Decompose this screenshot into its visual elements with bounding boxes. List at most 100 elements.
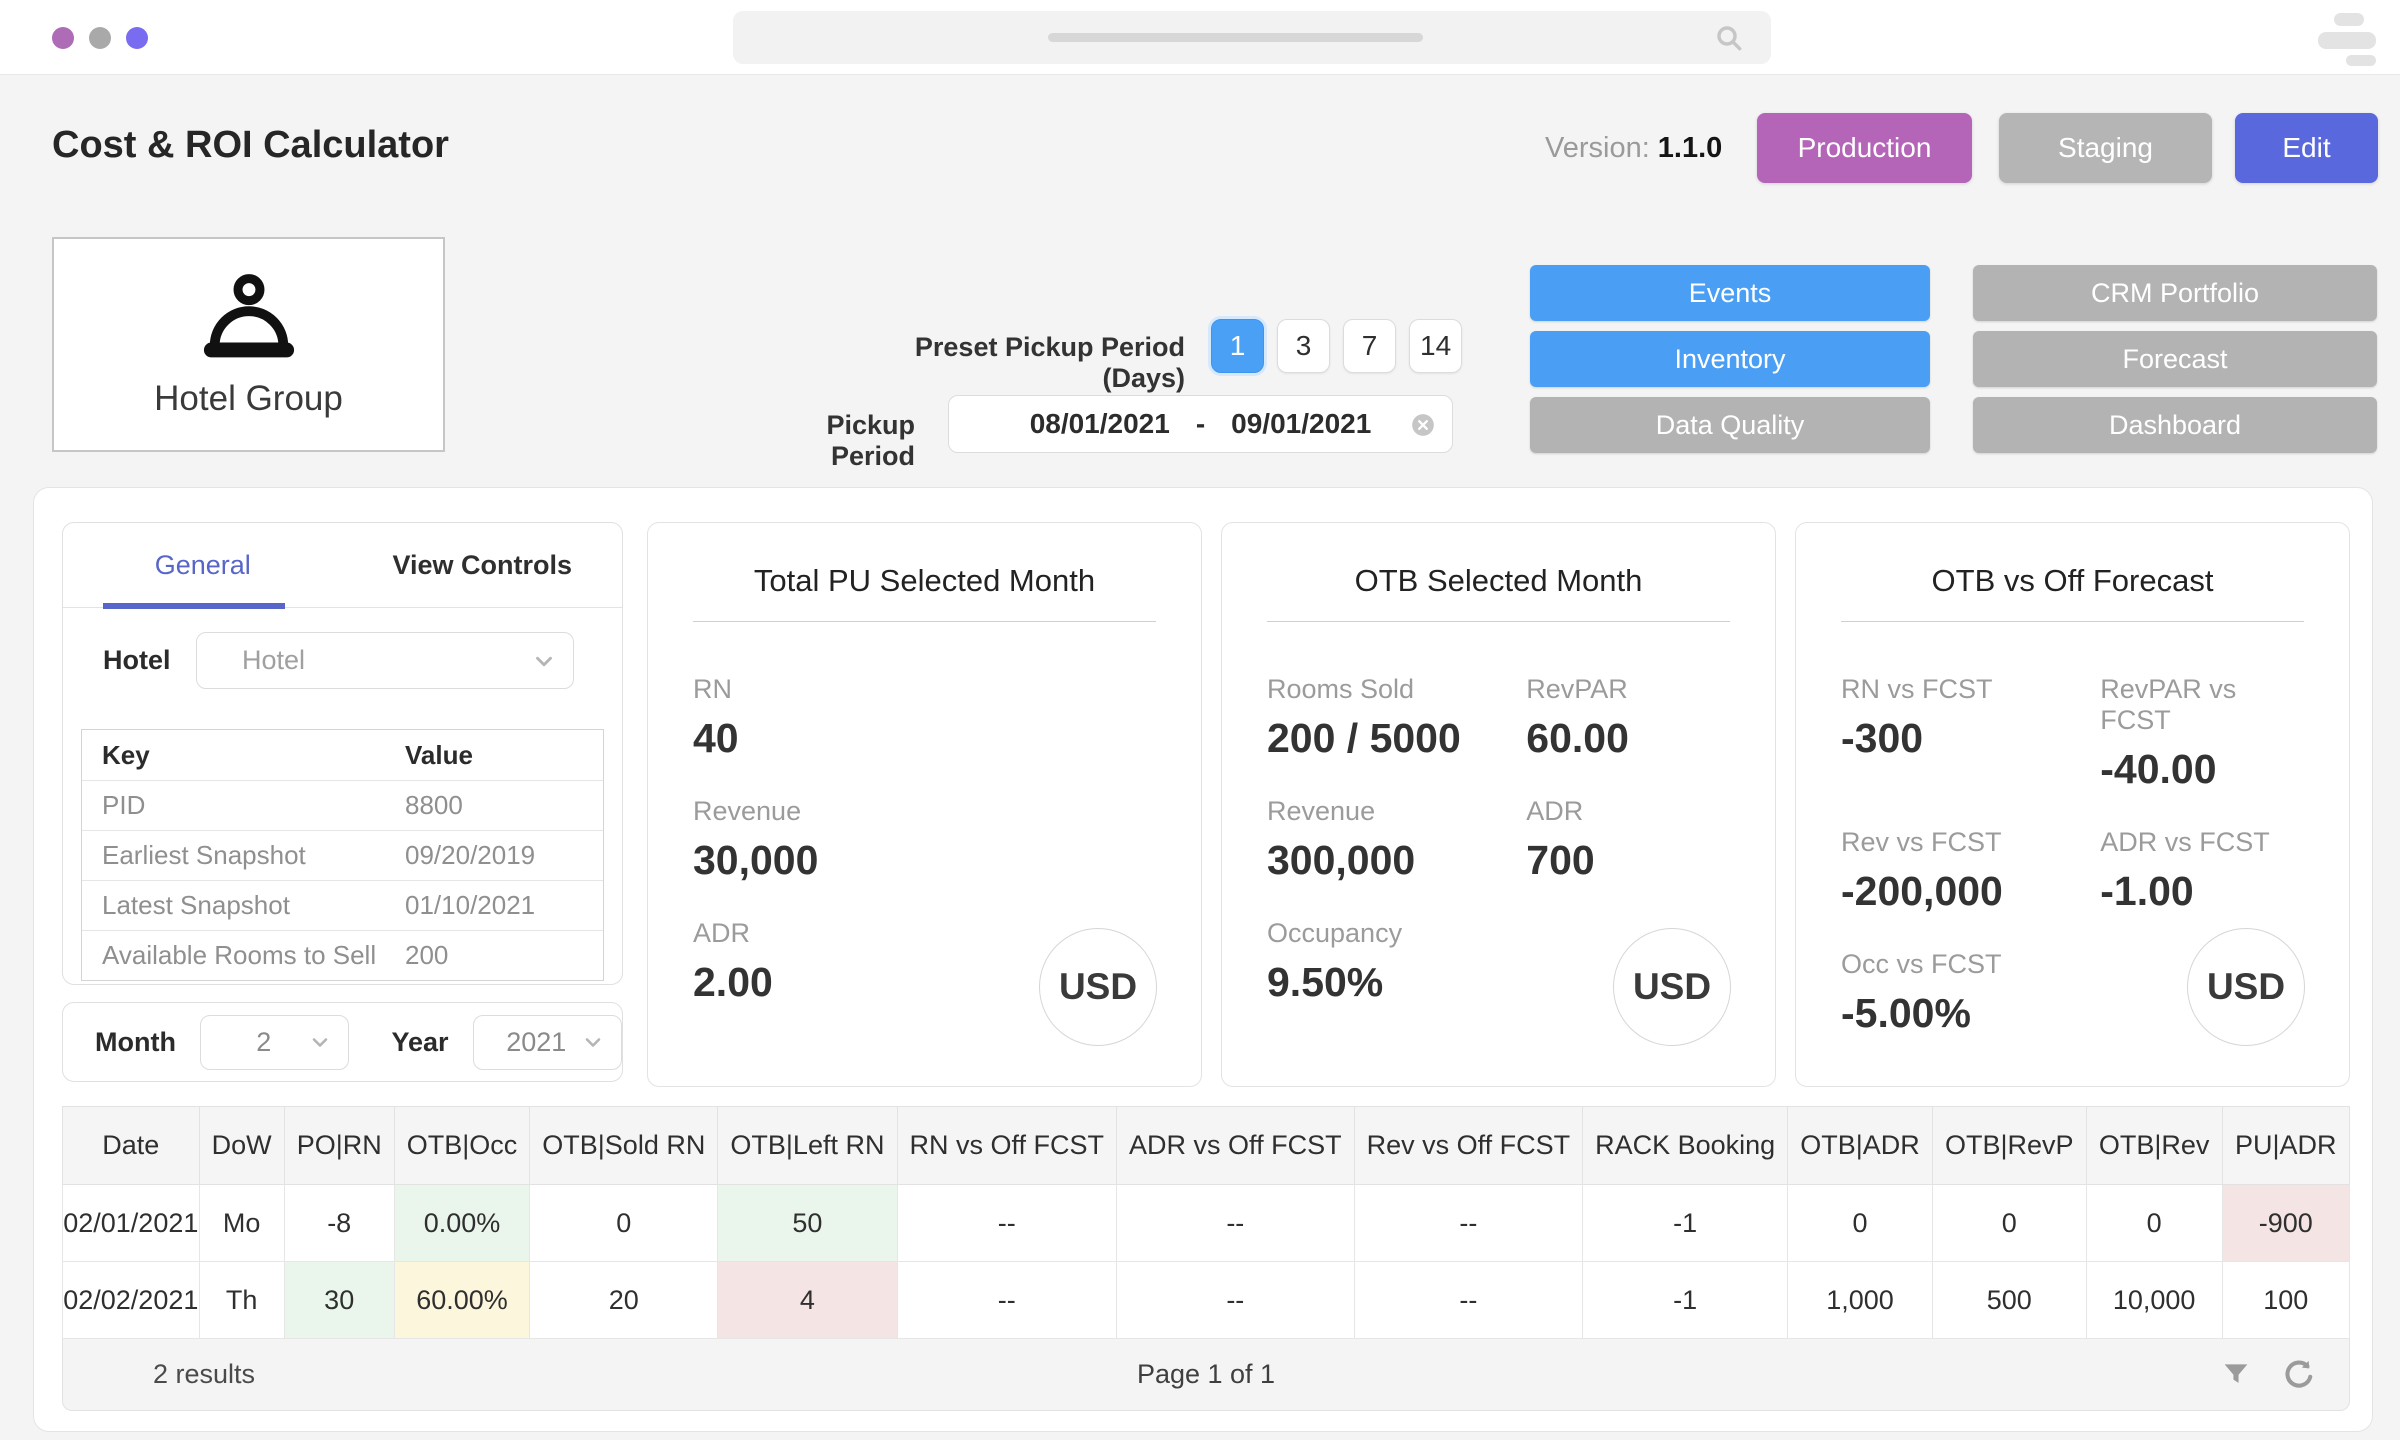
card-divider	[1841, 621, 2304, 622]
pickup-period-date-range-input[interactable]: 08/01/2021 - 09/01/2021	[948, 395, 1453, 453]
active-tab-indicator	[103, 603, 285, 609]
table-header-pu-adr: PU|ADR	[2221, 1106, 2351, 1185]
table-cell: 500	[1931, 1261, 2087, 1339]
metric-label: ADR	[1526, 796, 1584, 826]
table-cell: 1,000	[1787, 1261, 1933, 1339]
metric-label: RN vs FCST	[1841, 674, 1993, 704]
table-header-dow: DoW	[198, 1106, 285, 1185]
tab-general[interactable]: General	[154, 549, 251, 580]
preset-button-7[interactable]: 7	[1343, 319, 1396, 373]
lines-icon	[2318, 13, 2390, 66]
kv-row-pid: PID 8800	[82, 780, 603, 830]
metric-occ-vs-fcst: Occ vs FCST -5.00%	[1841, 949, 2100, 1037]
version-text: Version: 1.1.0	[1545, 132, 1722, 165]
table-footer: 2 results Page 1 of 1	[62, 1339, 2350, 1411]
search-bar[interactable]	[733, 11, 1771, 64]
table-cell: 30	[283, 1261, 395, 1339]
month-select[interactable]: 2	[199, 1014, 350, 1070]
year-select[interactable]: 2021	[472, 1014, 622, 1070]
staging-button[interactable]: Staging	[1999, 113, 2212, 183]
metric-adr: ADR 700	[1526, 796, 1730, 884]
metric-label: Rooms Sold	[1267, 674, 1415, 704]
metric-adr-vs-fcst: ADR vs FCST -1.00	[2100, 827, 2304, 915]
preset-pickup-label: Preset Pickup Period (Days)	[914, 332, 1185, 393]
hotel-select-label: Hotel	[103, 645, 171, 675]
nav-button-events[interactable]: Events	[1530, 265, 1930, 321]
metric-value: -300	[1841, 715, 1924, 761]
card-title: Total PU Selected Month	[753, 563, 1096, 598]
table-header-otb-adr: OTB|ADR	[1787, 1106, 1933, 1185]
table-row: 02/01/2021 Mo -8 0.00% 0 50 -- -- -- -1 0 0 0 -900	[62, 1184, 2351, 1262]
metric-label: Revenue	[1267, 796, 1376, 826]
kv-value: 8800	[405, 790, 463, 820]
kv-header-key: Key	[102, 739, 150, 770]
table-cell: -1	[1582, 1261, 1789, 1339]
currency-badge: USD	[2187, 928, 2305, 1046]
metric-label: ADR	[693, 918, 751, 948]
window-dot-1	[52, 27, 74, 49]
card-body: RN 40 Revenue 30,000 ADR 2.00	[648, 622, 1201, 1006]
page-title: Cost & ROI Calculator	[52, 124, 449, 166]
window-dot-2	[89, 27, 111, 49]
kv-key: PID	[102, 790, 146, 820]
table-cell: --	[1353, 1184, 1584, 1262]
production-button[interactable]: Production	[1757, 113, 1972, 183]
version-value: 1.1.0	[1657, 132, 1723, 164]
kv-value: 09/20/2019	[405, 840, 536, 870]
table-cell: 0	[2085, 1184, 2223, 1262]
filter-icon[interactable]	[2219, 1358, 2253, 1392]
metric-value: 9.50%	[1267, 959, 1384, 1005]
table-cell: -8	[283, 1184, 395, 1262]
metric-value: -40.00	[2100, 746, 2217, 792]
metric-value: 700	[1526, 837, 1595, 883]
card-body: RN vs FCST -300 RevPAR vs FCST -40.00 Rev vs…	[1796, 622, 2349, 1037]
table-cell: 100	[2221, 1261, 2351, 1339]
metric-label: Occupancy	[1267, 918, 1403, 948]
nav-button-forecast[interactable]: Forecast	[1973, 331, 2377, 387]
kv-value: 200	[405, 940, 449, 970]
preset-button-14[interactable]: 14	[1409, 319, 1463, 373]
metric-value: 40	[693, 715, 739, 761]
edit-button[interactable]: Edit	[2235, 113, 2378, 183]
metric-adr: ADR 2.00	[693, 918, 1156, 1006]
hotel-group-card[interactable]: Hotel Group	[52, 237, 445, 452]
window-dot-3	[126, 27, 148, 49]
metric-value: -5.00%	[1841, 990, 1971, 1036]
metric-revenue: Revenue 30,000	[693, 796, 1156, 884]
metric-occupancy: Occupancy 9.50%	[1267, 918, 1526, 1006]
table-header-rn-vs-off-fcst: RN vs Off FCST	[896, 1106, 1118, 1185]
hotel-select[interactable]: Hotel	[196, 632, 574, 689]
nav-button-inventory[interactable]: Inventory	[1530, 331, 1930, 387]
table-row: 02/02/2021 Th 30 60.00% 20 4 -- -- -- -1 1,000 500 1…	[62, 1261, 2351, 1339]
clear-date-icon[interactable]	[1410, 412, 1436, 438]
refresh-icon[interactable]	[2281, 1357, 2317, 1393]
nav-button-dashboard[interactable]: Dashboard	[1973, 397, 2377, 453]
search-placeholder-line	[1048, 33, 1423, 42]
chevron-down-icon	[536, 656, 552, 666]
cloche-icon	[203, 273, 294, 357]
metric-value: -1.00	[2100, 868, 2194, 914]
tab-view-controls[interactable]: View Controls	[392, 549, 573, 580]
nav-button-data-quality[interactable]: Data Quality	[1530, 397, 1930, 453]
metric-value: 300,000	[1267, 837, 1416, 883]
card-divider	[693, 621, 1156, 622]
table-cell: 02/02/2021	[62, 1261, 200, 1339]
preset-button-1[interactable]: 1	[1211, 319, 1264, 373]
results-count: 2 results	[153, 1359, 256, 1389]
currency-badge: USD	[1039, 928, 1157, 1046]
table-cell: -900	[2221, 1184, 2351, 1262]
magnifier-icon	[1717, 26, 1742, 51]
kv-header-value: Value	[405, 739, 473, 770]
metric-label: Revenue	[693, 796, 802, 826]
table-cell: --	[896, 1261, 1118, 1339]
table-header-otb-occ: OTB|Occ	[393, 1106, 531, 1185]
metric-rn: RN 40	[693, 674, 1156, 762]
nav-button-crm-portfolio[interactable]: CRM Portfolio	[1973, 265, 2377, 321]
card-title: OTB vs Off Forecast	[1931, 563, 2214, 598]
table-cell: 0	[1931, 1184, 2087, 1262]
metric-value: -200,000	[1841, 868, 2003, 914]
metric-label: Occ vs FCST	[1841, 949, 2002, 979]
kv-row-earliest-snapshot: Earliest Snapshot 09/20/2019	[82, 830, 603, 880]
metric-revpar: RevPAR 60.00	[1526, 674, 1730, 762]
preset-button-3[interactable]: 3	[1277, 319, 1330, 373]
